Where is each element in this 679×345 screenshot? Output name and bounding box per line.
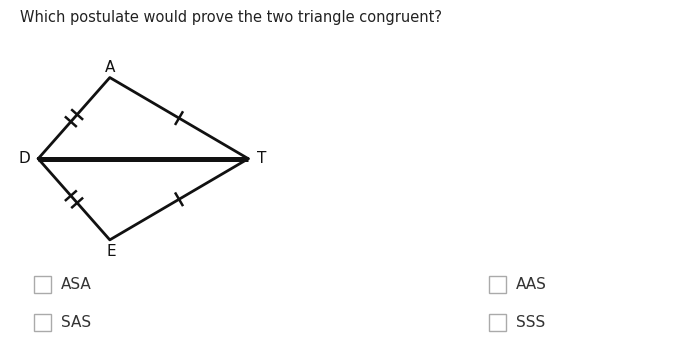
Text: A: A <box>105 60 115 76</box>
Text: D: D <box>19 151 31 166</box>
Text: E: E <box>107 244 117 259</box>
Text: Which postulate would prove the two triangle congruent?: Which postulate would prove the two tria… <box>20 10 443 25</box>
Text: SSS: SSS <box>516 315 545 330</box>
Text: AAS: AAS <box>516 277 547 292</box>
Text: T: T <box>257 151 266 166</box>
Text: ASA: ASA <box>61 277 92 292</box>
Text: SAS: SAS <box>61 315 91 330</box>
